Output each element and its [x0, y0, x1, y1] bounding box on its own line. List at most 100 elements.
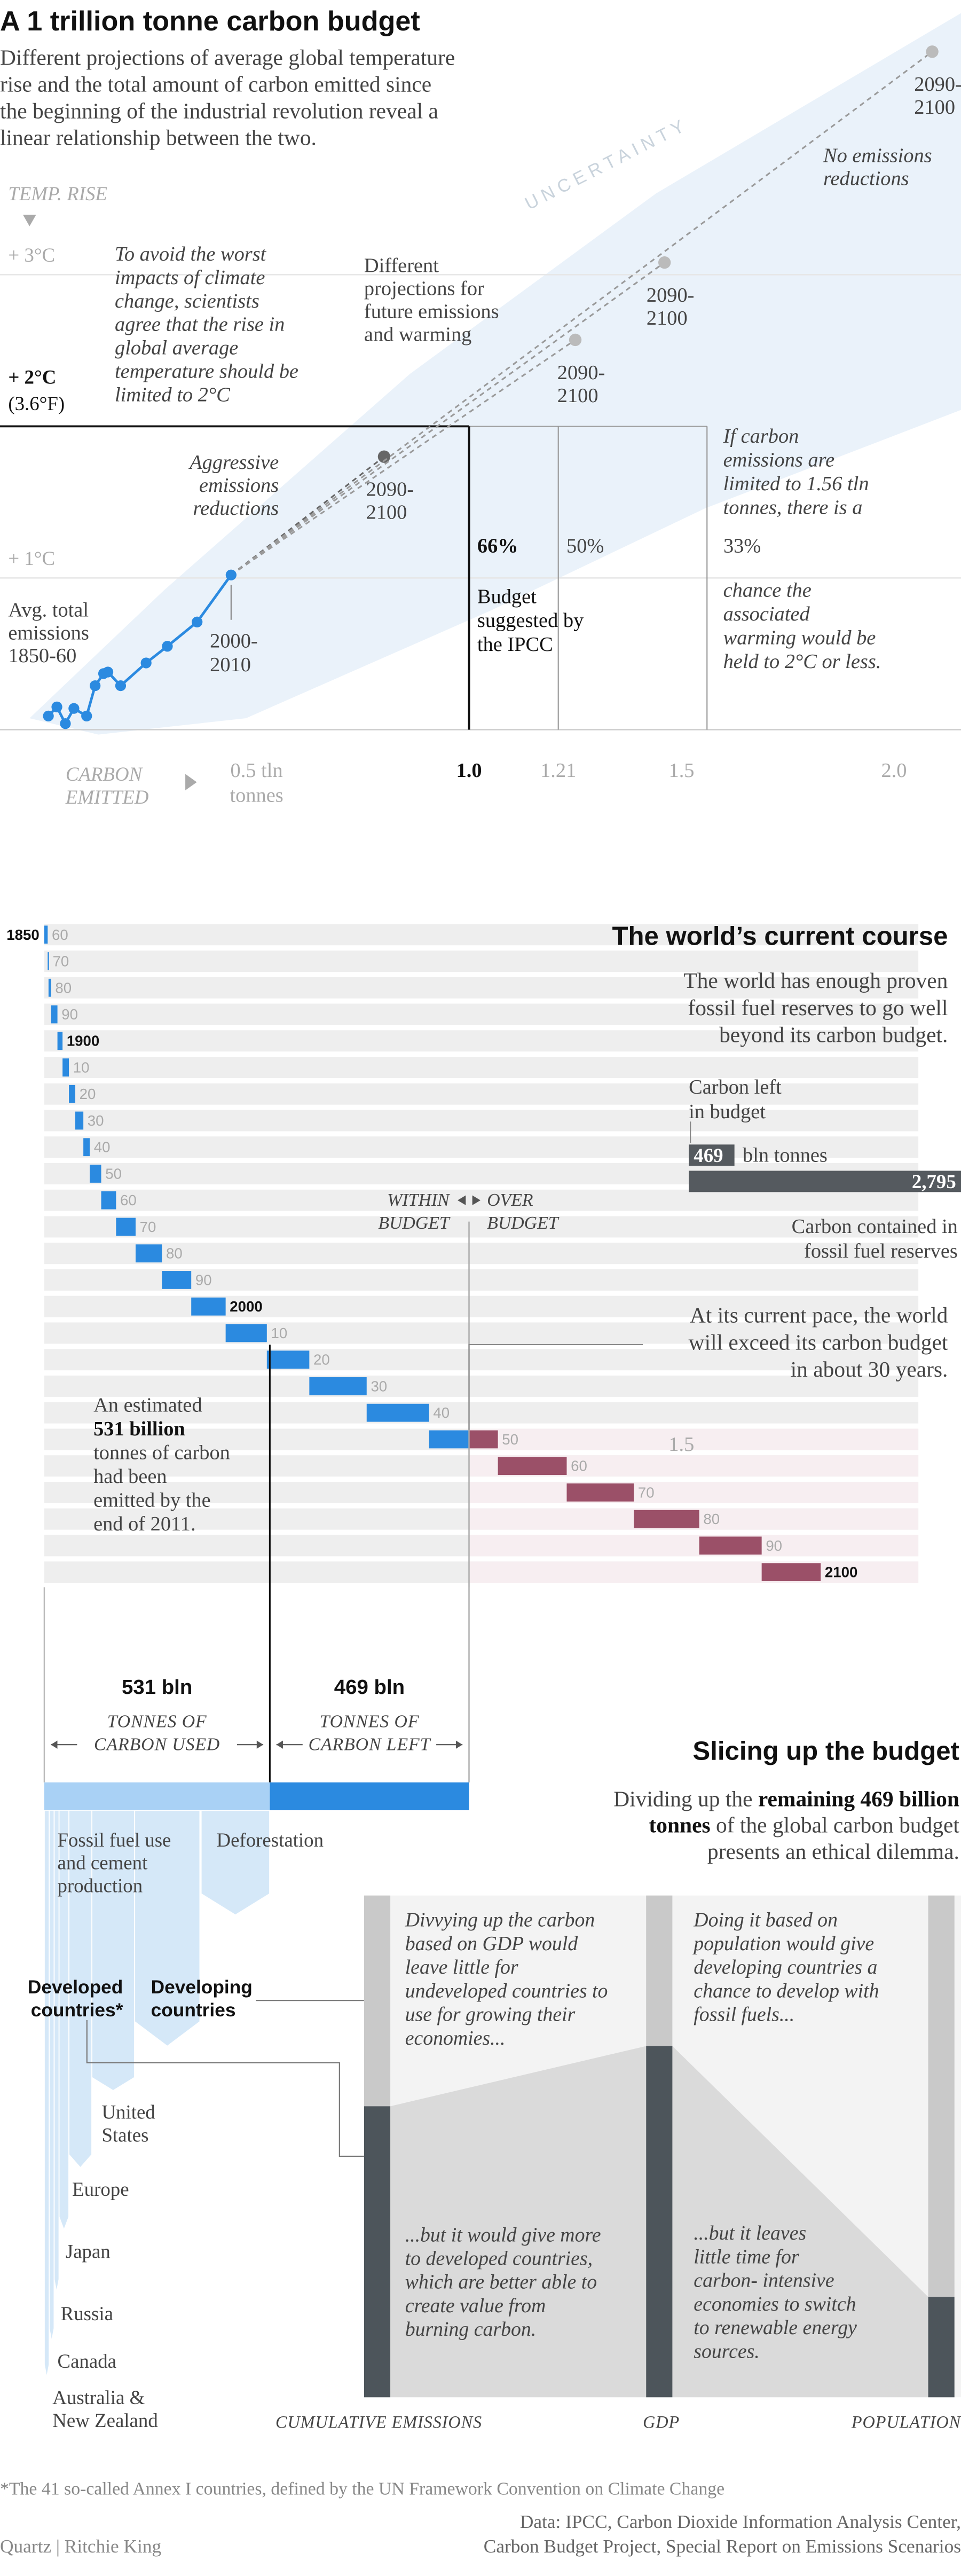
panel-note: ...but it leaves — [694, 2222, 806, 2244]
avoid-note: To avoid the worst — [115, 243, 267, 265]
bar — [135, 1244, 162, 1263]
over-stripe — [469, 1535, 919, 1557]
bar — [761, 1563, 821, 1582]
section-text: presents an ethical dilemma. — [707, 1839, 959, 1864]
avoid-note: agree that the rise in — [115, 313, 285, 336]
historical-point — [225, 569, 237, 580]
country-label: Russia — [61, 2303, 113, 2324]
pace-pointer — [468, 1344, 643, 1430]
bar — [69, 1085, 76, 1103]
chance-note: held to 2°C or less. — [723, 650, 881, 673]
used-note: An estimated — [93, 1394, 202, 1417]
row-stripe — [44, 1189, 919, 1211]
over-arrow — [472, 1195, 480, 1205]
intro: linear relationship between the two. — [0, 125, 317, 150]
projection-label: 2090- — [366, 478, 414, 501]
section-title: Slicing up the budget — [692, 1737, 959, 1765]
budget-bar — [270, 1782, 469, 1811]
x-unit-label: tonnes — [230, 784, 283, 806]
budget-caption: CARBON USED — [94, 1735, 220, 1755]
panel-note: leave little for — [405, 1956, 518, 1978]
decade-label: 90 — [61, 1006, 78, 1023]
aggressive-note: emissions — [199, 474, 279, 497]
left-label: in budget — [689, 1101, 766, 1123]
projection-point — [569, 333, 582, 347]
budget-caption: CARBON LEFT — [309, 1735, 431, 1755]
historical-point — [102, 666, 114, 678]
panel-note: sources. — [694, 2340, 759, 2362]
avoid-note: limited to 2°C — [115, 383, 230, 406]
limit-note: If carbon — [723, 425, 799, 447]
historical-point — [192, 616, 203, 627]
limit-note: emissions are — [723, 449, 835, 471]
bar — [62, 1058, 69, 1077]
chance-note: warming would be — [723, 626, 876, 649]
recent-note: 2000- — [210, 630, 258, 653]
pace-note: At its current pace, the world — [690, 1303, 948, 1328]
bar — [48, 978, 51, 997]
ipcc-note: suggested by — [477, 609, 584, 632]
row-stripe — [44, 1295, 919, 1317]
historical-point — [81, 710, 92, 722]
panel-note: create value from — [405, 2295, 546, 2317]
x-tick-label: 1.5 — [669, 759, 695, 782]
y-axis-label: TEMP. RISE — [8, 183, 107, 205]
country-label: Australia & — [52, 2386, 145, 2408]
decade-label: 70 — [140, 1219, 156, 1235]
projection-point — [377, 450, 391, 463]
bar — [162, 1271, 192, 1289]
budget-caption: TONNES OF — [107, 1712, 207, 1732]
historical-point — [60, 718, 71, 729]
bar — [101, 1191, 116, 1210]
over-label: OVER — [487, 1190, 533, 1210]
limit-note: limited to 1.56 tln — [723, 473, 869, 495]
bar — [266, 1350, 310, 1369]
budget-caption: TONNES OF — [319, 1712, 419, 1732]
panel-note: use for growing their — [405, 2004, 576, 2026]
over-stripe — [469, 1561, 919, 1583]
decade-label: 80 — [55, 979, 72, 996]
section-text: beyond its carbon budget. — [719, 1023, 948, 1047]
bar — [225, 1324, 267, 1342]
x-tick-label: 1.0 — [456, 759, 482, 782]
decade-label: 20 — [80, 1086, 96, 1102]
projection-note: future emissions — [364, 300, 499, 323]
ipcc-note: the IPCC — [477, 633, 553, 656]
unit-label: bln tonnes — [743, 1144, 828, 1166]
fossil-label: Fossil fuel use — [58, 1829, 171, 1851]
historical-point — [115, 680, 127, 692]
historical-point — [90, 680, 101, 692]
projection-label: 2100 — [914, 96, 955, 119]
row-stripe — [44, 1402, 919, 1424]
budget-value: 469 bln — [334, 1676, 405, 1699]
x-axis-arrow — [185, 774, 197, 791]
row-stripe — [44, 1003, 919, 1025]
country-flow — [44, 1810, 50, 2378]
sources: Data: IPCC, Carbon Dioxide Information A… — [520, 2511, 961, 2532]
arrow-head — [276, 1740, 283, 1749]
projection-line — [230, 339, 576, 576]
avg-note: 1850-60 — [8, 645, 76, 667]
section-title: The world’s current course — [612, 922, 948, 951]
y-tick-label: + 3°C — [8, 244, 55, 266]
bar — [566, 1483, 634, 1502]
avg-note: Avg. total — [8, 599, 89, 621]
section-text: Dividing up the remaining 469 billion — [613, 1787, 959, 1811]
historical-point — [162, 641, 173, 652]
developing-label: countries — [151, 2000, 236, 2021]
reserves-label: fossil fuel reserves — [804, 1240, 958, 1262]
chance-note: associated — [723, 603, 810, 625]
bar — [469, 1430, 498, 1449]
decade-label: 2100 — [825, 1564, 857, 1581]
country-flow — [49, 1810, 55, 2342]
bar — [116, 1218, 136, 1236]
no-emissions-note: reductions — [823, 168, 909, 190]
avoid-note: change, scientists — [115, 290, 259, 312]
bar — [498, 1457, 567, 1475]
panel-note: to developed countries, — [405, 2248, 593, 2270]
row-stripe — [44, 951, 919, 972]
within-label: BUDGET — [378, 1213, 450, 1233]
decade-label: 30 — [371, 1378, 387, 1394]
bar-label: 2,795 — [912, 1171, 956, 1192]
column-label: GDP — [643, 2412, 680, 2431]
